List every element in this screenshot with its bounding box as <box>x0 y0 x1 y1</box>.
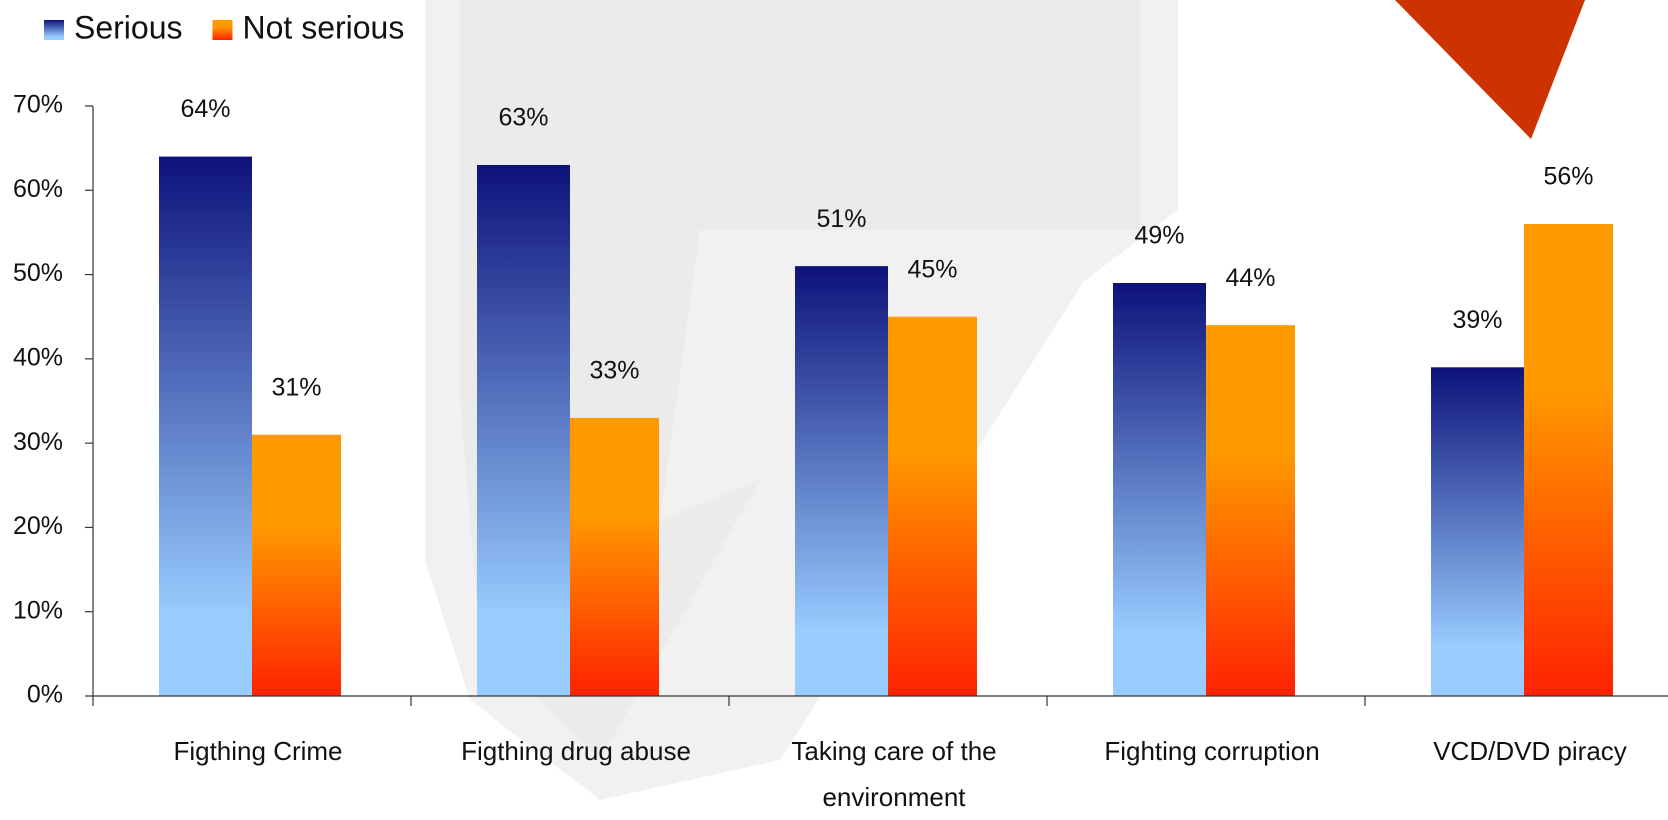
value-label: 64% <box>180 95 230 123</box>
value-label: 51% <box>816 205 866 233</box>
y-tick-label: 60% <box>13 175 63 203</box>
value-label: 39% <box>1452 306 1502 334</box>
decor-triangle <box>1395 0 1585 139</box>
x-tick-label: Figthing Crime <box>173 736 343 766</box>
bar <box>1113 283 1206 696</box>
y-tick-label: 0% <box>27 681 63 709</box>
y-tick-label: 20% <box>13 512 63 540</box>
bar <box>1524 224 1613 696</box>
bar <box>570 417 659 696</box>
x-tick-label: VCD/DVD piracy <box>1433 736 1627 766</box>
value-label: 49% <box>1134 222 1184 250</box>
bar <box>795 266 888 696</box>
legend-label: Serious <box>74 9 183 45</box>
legend-label: Not serious <box>243 9 405 45</box>
bar <box>1206 325 1295 696</box>
y-tick-label: 50% <box>13 259 63 287</box>
x-tick-label: Taking care of the environment <box>791 736 997 812</box>
legend-swatch <box>212 20 233 40</box>
bar <box>159 156 252 697</box>
x-tick-label: Figthing drug abuse <box>461 736 691 766</box>
value-label: 44% <box>1225 264 1275 292</box>
y-tick-label: 10% <box>13 596 63 624</box>
legend-swatch <box>44 20 64 40</box>
x-tick-label: Fighting corruption <box>1104 736 1320 766</box>
value-label: 45% <box>907 255 957 283</box>
value-label: 31% <box>271 373 321 401</box>
y-tick-label: 40% <box>13 343 63 371</box>
y-tick-label: 30% <box>13 428 63 456</box>
value-label: 33% <box>589 356 639 384</box>
bar <box>888 316 977 696</box>
bar <box>477 165 570 696</box>
y-tick-label: 70% <box>13 91 63 119</box>
bar <box>252 434 341 696</box>
bar <box>1431 367 1524 696</box>
value-label: 56% <box>1543 163 1593 191</box>
value-label: 63% <box>498 104 548 132</box>
